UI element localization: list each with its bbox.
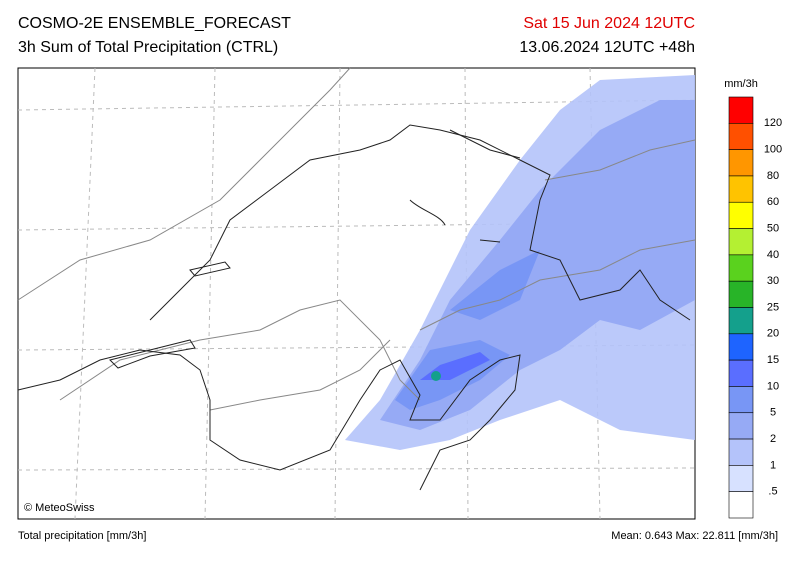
map	[17, 67, 696, 520]
colorbar-swatch	[728, 175, 754, 203]
colorbar-swatch	[728, 228, 754, 256]
title: COSMO-2E ENSEMBLE_FORECAST	[18, 15, 291, 32]
colorbar-swatch	[728, 333, 754, 361]
subtitle: 3h Sum of Total Precipitation (CTRL)	[18, 39, 278, 56]
run-time: 13.06.2024 12UTC +48h	[519, 39, 695, 56]
colorbar-swatch	[728, 307, 754, 335]
colorbar-swatch	[728, 123, 754, 150]
colorbar: 120 100 80 60 50 40 30 25 20 15 10 5 2 1 .5	[728, 96, 782, 519]
colorbar-label: 30	[767, 275, 779, 287]
colorbar-swatch	[728, 280, 754, 308]
colorbar-label: 2	[770, 433, 776, 445]
colorbar-swatch	[728, 201, 754, 229]
colorbar-label: 120	[764, 117, 782, 129]
colorbar-label: 15	[767, 354, 779, 366]
copyright: © MeteoSwiss	[24, 502, 95, 514]
colorbar-label: 5	[770, 407, 776, 419]
colorbar-label: 1	[770, 459, 776, 471]
colorbar-label: 10	[767, 380, 779, 392]
colorbar-label: 100	[764, 144, 782, 156]
valid-time: Sat 15 Jun 2024 12UTC	[523, 15, 695, 32]
colorbar-label: 80	[767, 170, 779, 182]
colorbar-swatch	[728, 412, 754, 440]
footer-right: Mean: 0.643 Max: 22.811 [mm/3h]	[611, 530, 778, 542]
colorbar-swatch	[728, 96, 754, 124]
footer-left: Total precipitation [mm/3h]	[18, 530, 146, 542]
colorbar-swatch	[728, 465, 754, 492]
colorbar-swatch	[728, 149, 754, 177]
colorbar-label: 40	[767, 249, 779, 261]
colorbar-swatch	[728, 254, 754, 282]
colorbar-swatch	[728, 491, 754, 519]
colorbar-label: 20	[767, 328, 779, 340]
colorbar-label: 50	[767, 222, 779, 234]
colorbar-swatch	[728, 438, 754, 466]
colorbar-swatch	[728, 386, 754, 414]
colorbar-label: .5	[768, 486, 777, 498]
colorbar-label: 25	[767, 301, 779, 313]
colorbar-unit: mm/3h	[724, 78, 758, 90]
colorbar-label: 60	[767, 196, 779, 208]
colorbar-swatch	[728, 359, 754, 387]
